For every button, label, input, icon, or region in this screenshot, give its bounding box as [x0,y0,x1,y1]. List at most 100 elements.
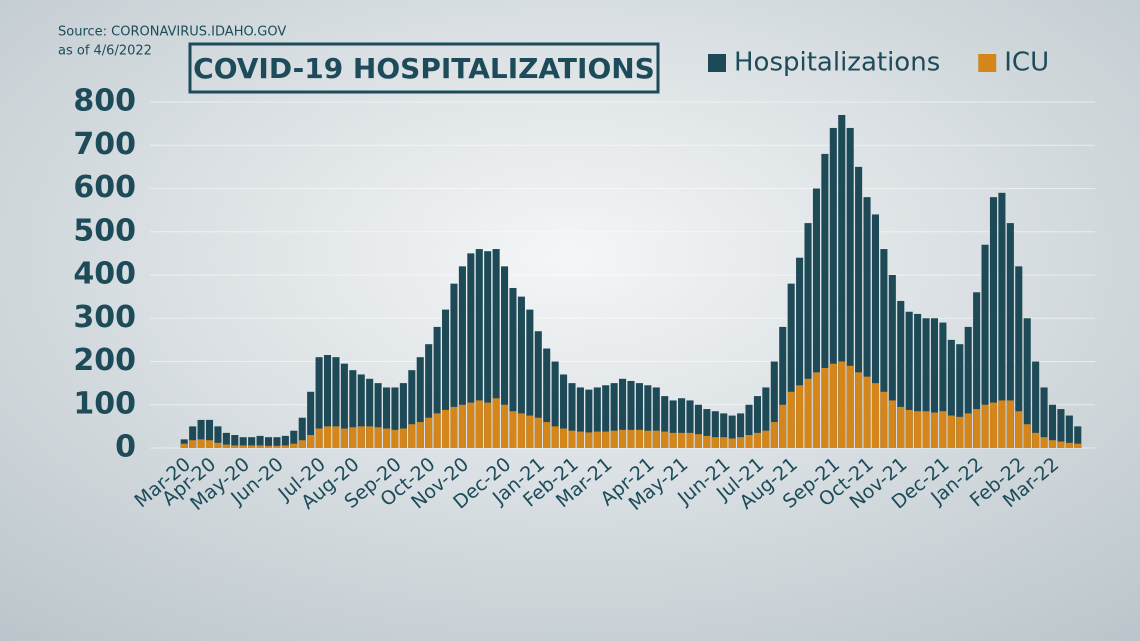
bar [450,406,458,448]
bar [576,431,584,448]
bar [956,344,964,448]
bar [922,411,930,448]
bar [652,387,660,448]
bar [442,409,450,448]
bar [222,432,230,448]
bar [408,370,416,448]
bar [939,322,947,448]
bar [939,411,947,448]
bar [787,283,795,448]
bar [863,197,871,448]
bar [534,331,542,448]
bar [1057,409,1065,448]
bar [382,387,391,448]
bar [627,380,635,448]
bar [956,416,964,448]
bar [467,253,475,448]
bar [947,339,955,448]
bar [753,432,761,448]
bar [222,444,230,448]
legend-swatch [708,54,726,72]
bar [973,292,981,448]
bar [307,435,315,448]
bar [871,383,880,448]
bar [189,426,197,448]
bar [205,419,214,448]
bar [602,431,610,448]
bar [871,214,880,448]
y-tick-label: 0 [115,430,136,465]
bar [686,432,694,448]
bar [964,413,972,448]
bar [846,365,854,448]
bar [922,318,930,448]
bar [509,411,517,448]
bar [703,409,711,448]
bar [855,372,863,448]
y-tick-label: 600 [73,170,136,205]
bar [1023,318,1031,448]
bar [812,188,820,448]
bar [323,355,332,448]
bar [796,385,804,448]
bar [846,127,854,448]
bar [1032,361,1040,448]
bar [568,383,576,448]
bar [484,251,492,448]
bar [930,318,939,448]
bar [888,400,896,448]
bar [256,435,264,448]
bar [779,326,787,448]
bar [635,383,643,448]
bar [568,430,576,448]
bar [475,400,483,448]
y-tick-label: 100 [73,386,136,421]
bar [442,309,450,448]
legend-label: Hospitalizations [734,48,940,78]
legend-swatch [978,54,997,72]
bar [602,385,610,448]
bar [509,287,517,448]
bar [787,391,795,448]
bar [349,427,357,448]
bar [880,391,888,448]
bar [804,223,812,448]
bar [855,166,863,448]
bar [669,400,677,448]
source: Source: CORONAVIRUS.IDAHO.GOV [58,25,286,40]
bar [661,396,669,448]
bar [551,426,559,448]
bar [391,387,399,448]
bar [737,413,745,448]
bar [298,417,306,448]
bar [863,376,871,448]
bar [1048,404,1057,448]
bar [180,443,188,448]
bar [897,300,905,448]
bar [1040,387,1048,448]
bar [256,445,264,448]
bar [408,424,416,448]
bar [467,402,475,448]
bar [585,389,593,448]
bar [290,430,298,448]
bar [526,309,534,448]
bar [399,428,407,448]
bar [366,426,374,448]
bar [560,374,568,448]
bar [593,387,601,448]
bar [711,411,719,448]
bar [1006,400,1014,448]
bar [720,437,728,448]
bar [627,429,635,448]
bar [340,363,348,448]
bar [484,402,492,448]
bar [905,311,913,448]
legend-label: ICU [1004,48,1049,78]
y-tick-label: 500 [73,213,136,248]
bar [812,372,820,448]
bar [298,440,306,448]
bar [332,357,340,448]
y-tick-label: 200 [73,343,136,378]
bar [374,427,382,448]
